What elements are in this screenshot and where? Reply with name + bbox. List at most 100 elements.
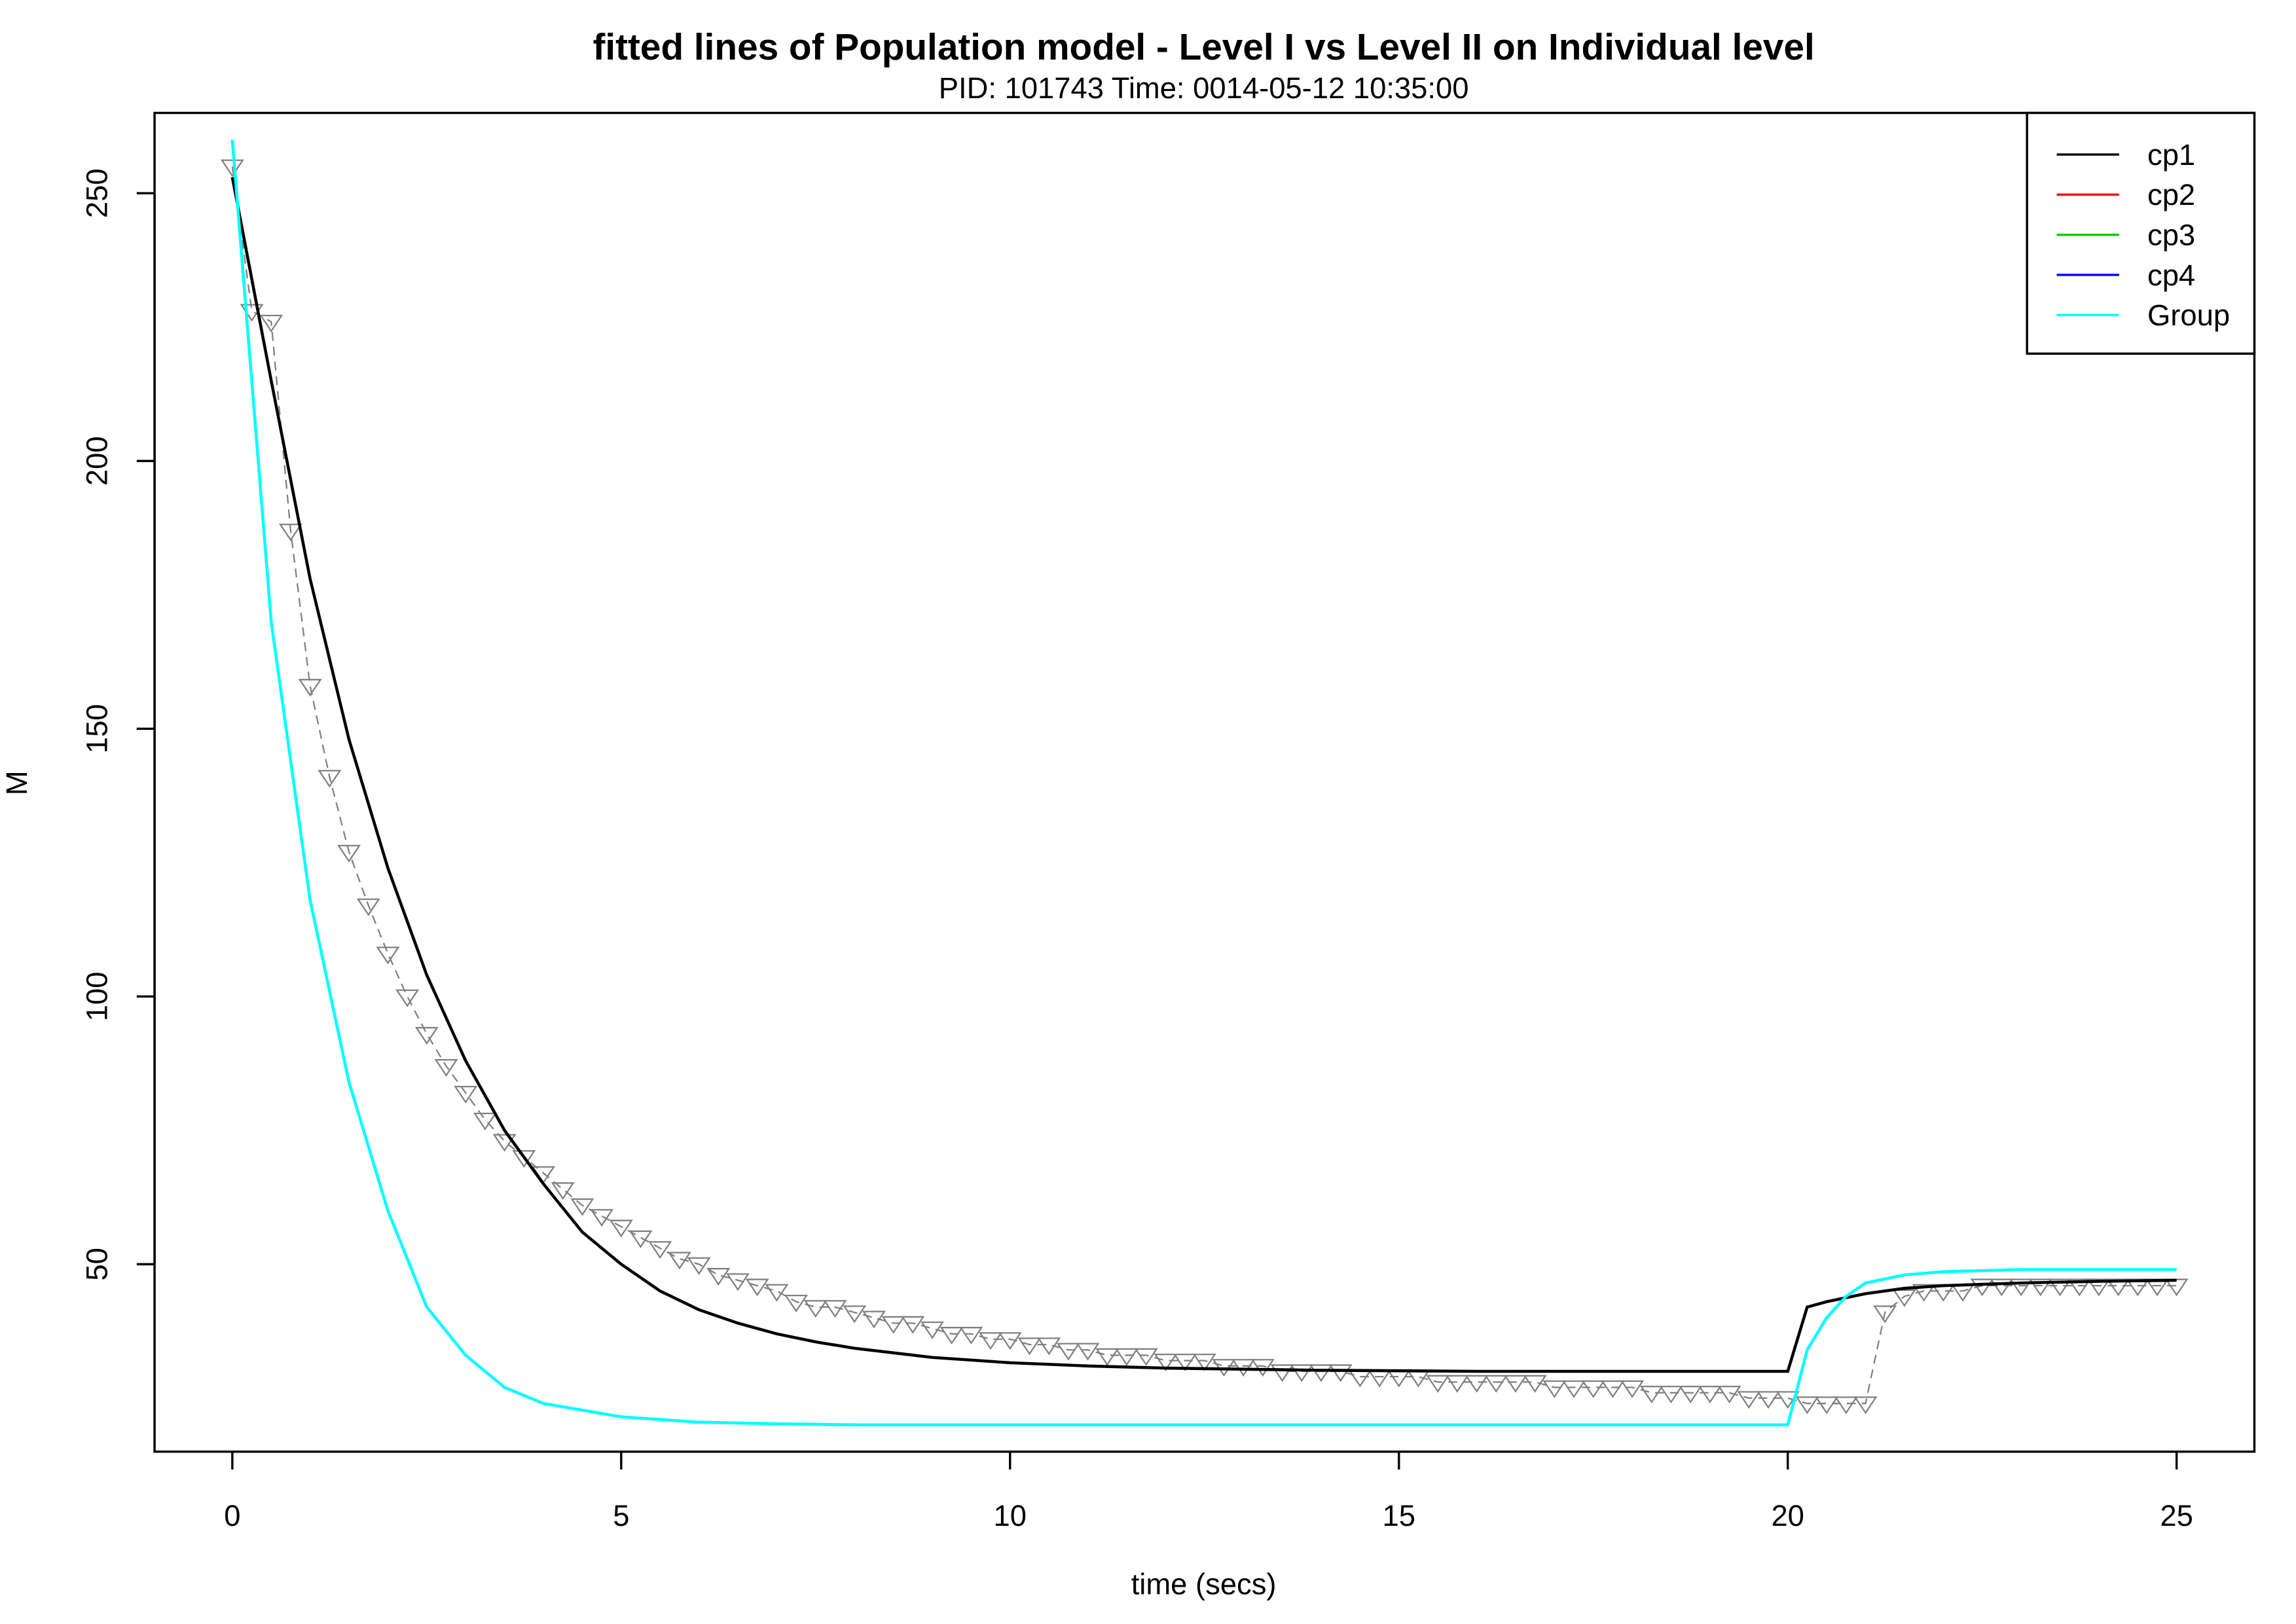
observed-point: [1231, 1359, 1256, 1377]
observed-point: [376, 947, 400, 965]
observed-point: [1873, 1305, 1897, 1324]
observed-point: [1542, 1380, 1567, 1398]
observed-point: [1154, 1353, 1178, 1371]
observed-point: [278, 523, 302, 541]
legend-label: cp2: [2147, 178, 2195, 211]
observed-point: [1853, 1396, 1878, 1415]
x-tick-label: 0: [224, 1499, 240, 1532]
observed-point: [1192, 1353, 1216, 1371]
observed-point: [492, 1134, 517, 1152]
observed-point: [725, 1273, 750, 1291]
legend-box: [2026, 111, 2256, 355]
observed-point: [1756, 1391, 1781, 1409]
legend-label: cp1: [2147, 138, 2195, 171]
observed-point: [414, 1026, 439, 1045]
series-line: [230, 139, 2177, 1427]
observed-point: [551, 1182, 575, 1200]
observed-point: [1795, 1396, 1819, 1415]
observed-point: [337, 844, 361, 863]
observed-point: [434, 1059, 458, 1077]
observed-point: [881, 1316, 905, 1334]
observed-point: [1134, 1348, 1158, 1366]
observed-point: [901, 1316, 925, 1334]
observed-point: [1503, 1375, 1527, 1393]
observed-point: [1815, 1396, 1839, 1415]
observed-point: [1679, 1386, 1703, 1404]
observed-point: [1114, 1348, 1139, 1366]
observed-point: [259, 314, 283, 333]
observed-point: [939, 1327, 964, 1345]
observed-point: [1970, 1278, 1994, 1297]
observed-point: [979, 1332, 1003, 1350]
observed-point: [2028, 1278, 2052, 1297]
observed-point: [1912, 1284, 1936, 1302]
observed-point: [1290, 1364, 1314, 1382]
observed-point: [784, 1294, 809, 1312]
y-axis-label: M: [0, 770, 33, 795]
observed-point: [998, 1332, 1022, 1350]
x-tick-label: 15: [1382, 1499, 1415, 1532]
observed-point: [590, 1209, 614, 1227]
observed-point: [1659, 1386, 1683, 1404]
observed-point: [1990, 1278, 2014, 1297]
observed-point: [298, 679, 322, 697]
observed-point: [1698, 1386, 1722, 1404]
observed-point: [629, 1230, 653, 1248]
observed-point: [1056, 1343, 1080, 1361]
observed-point: [1523, 1375, 1547, 1393]
observed-point: [1426, 1375, 1450, 1393]
observed-point: [648, 1241, 672, 1259]
observed-point: [1601, 1380, 1625, 1398]
observed-point: [1250, 1359, 1275, 1377]
observed-point: [1465, 1375, 1489, 1393]
observed-point: [220, 159, 244, 177]
observed-point: [1561, 1380, 1586, 1398]
x-tick-label: 5: [613, 1499, 629, 1532]
y-tick-label: 100: [80, 971, 113, 1021]
observed-point: [2009, 1278, 2033, 1297]
y-tick-label: 250: [80, 168, 113, 218]
observed-point: [706, 1268, 731, 1286]
x-tick-label: 20: [1771, 1499, 1804, 1532]
y-tick-label: 50: [80, 1248, 113, 1280]
observed-point: [2086, 1278, 2111, 1297]
observed-point: [2048, 1278, 2072, 1297]
observed-point: [1095, 1348, 1120, 1366]
observed-point: [570, 1198, 594, 1216]
observed-point: [473, 1112, 497, 1130]
observed-point: [1620, 1380, 1645, 1398]
observed-point: [356, 898, 380, 916]
observed-point: [2068, 1278, 2092, 1297]
observed-point: [1639, 1386, 1664, 1404]
observed-point: [920, 1321, 944, 1339]
legend-label: cp4: [2147, 259, 2195, 292]
observed-point: [2106, 1278, 2130, 1297]
observed-point: [1892, 1289, 1916, 1307]
observed-point: [1270, 1364, 1294, 1382]
observed-point: [1173, 1353, 1197, 1371]
observed-point: [2164, 1278, 2189, 1297]
chart-title: fitted lines of Population model - Level…: [592, 27, 1814, 68]
observed-point: [1328, 1364, 1353, 1382]
observed-point: [512, 1150, 536, 1168]
observed-point: [609, 1219, 633, 1238]
observed-point: [1737, 1391, 1761, 1409]
observed-point: [1581, 1380, 1605, 1398]
observed-point: [318, 770, 342, 788]
observed-point: [687, 1257, 711, 1275]
legend-label: cp3: [2147, 219, 2195, 252]
observed-point: [1037, 1337, 1061, 1356]
x-tick-label: 25: [2160, 1499, 2193, 1532]
x-axis-label: time (secs): [1131, 1568, 1277, 1601]
observed-point: [1717, 1386, 1741, 1404]
observed-point: [765, 1284, 789, 1302]
observed-point: [1834, 1396, 1858, 1415]
observed-point: [395, 989, 420, 1007]
observed-point: [1076, 1343, 1100, 1361]
observed-point: [823, 1300, 847, 1318]
series-line: [230, 177, 2177, 1373]
observed-point: [803, 1300, 828, 1318]
